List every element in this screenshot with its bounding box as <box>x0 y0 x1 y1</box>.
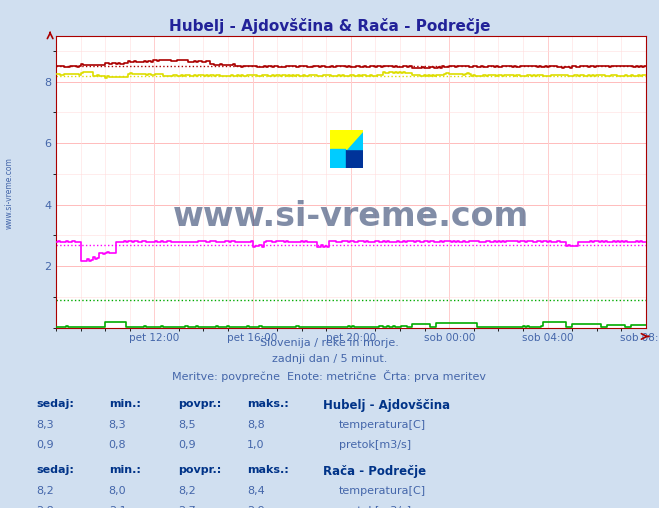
Text: 0,9: 0,9 <box>178 440 196 451</box>
Text: 0,8: 0,8 <box>109 440 127 451</box>
Bar <box>330 131 347 149</box>
Polygon shape <box>347 131 362 149</box>
Text: 8,8: 8,8 <box>247 420 265 430</box>
Text: www.si-vreme.com: www.si-vreme.com <box>5 157 14 229</box>
Text: povpr.:: povpr.: <box>178 399 221 409</box>
Text: 0,9: 0,9 <box>36 440 54 451</box>
Text: zadnji dan / 5 minut.: zadnji dan / 5 minut. <box>272 354 387 364</box>
Text: pretok[m3/s]: pretok[m3/s] <box>339 506 411 508</box>
Text: 2,8: 2,8 <box>36 506 54 508</box>
Text: Hubelj - Ajdovščina & Rača - Podrečje: Hubelj - Ajdovščina & Rača - Podrečje <box>169 18 490 34</box>
Text: www.si-vreme.com: www.si-vreme.com <box>173 200 529 233</box>
Text: 8,3: 8,3 <box>36 420 54 430</box>
Text: maks.:: maks.: <box>247 465 289 475</box>
Text: 2,1: 2,1 <box>109 506 127 508</box>
Text: 2,9: 2,9 <box>247 506 265 508</box>
Text: Meritve: povprečne  Enote: metrične  Črta: prva meritev: Meritve: povprečne Enote: metrične Črta:… <box>173 370 486 383</box>
Text: Slovenija / reke in morje.: Slovenija / reke in morje. <box>260 338 399 348</box>
Text: Hubelj - Ajdovščina: Hubelj - Ajdovščina <box>323 399 450 412</box>
Text: sedaj:: sedaj: <box>36 399 74 409</box>
Text: 8,0: 8,0 <box>109 486 127 496</box>
Text: temperatura[C]: temperatura[C] <box>339 486 426 496</box>
Text: maks.:: maks.: <box>247 399 289 409</box>
Text: 8,5: 8,5 <box>178 420 196 430</box>
Bar <box>347 149 362 169</box>
Bar <box>330 149 347 169</box>
Text: 8,2: 8,2 <box>36 486 54 496</box>
Text: povpr.:: povpr.: <box>178 465 221 475</box>
Text: Rača - Podrečje: Rača - Podrečje <box>323 465 426 478</box>
Text: 8,4: 8,4 <box>247 486 265 496</box>
Text: 1,0: 1,0 <box>247 440 265 451</box>
Text: temperatura[C]: temperatura[C] <box>339 420 426 430</box>
Text: min.:: min.: <box>109 465 140 475</box>
Text: 2,7: 2,7 <box>178 506 196 508</box>
Text: min.:: min.: <box>109 399 140 409</box>
Text: 8,3: 8,3 <box>109 420 127 430</box>
Text: sedaj:: sedaj: <box>36 465 74 475</box>
Polygon shape <box>347 131 362 149</box>
Text: pretok[m3/s]: pretok[m3/s] <box>339 440 411 451</box>
Text: 8,2: 8,2 <box>178 486 196 496</box>
